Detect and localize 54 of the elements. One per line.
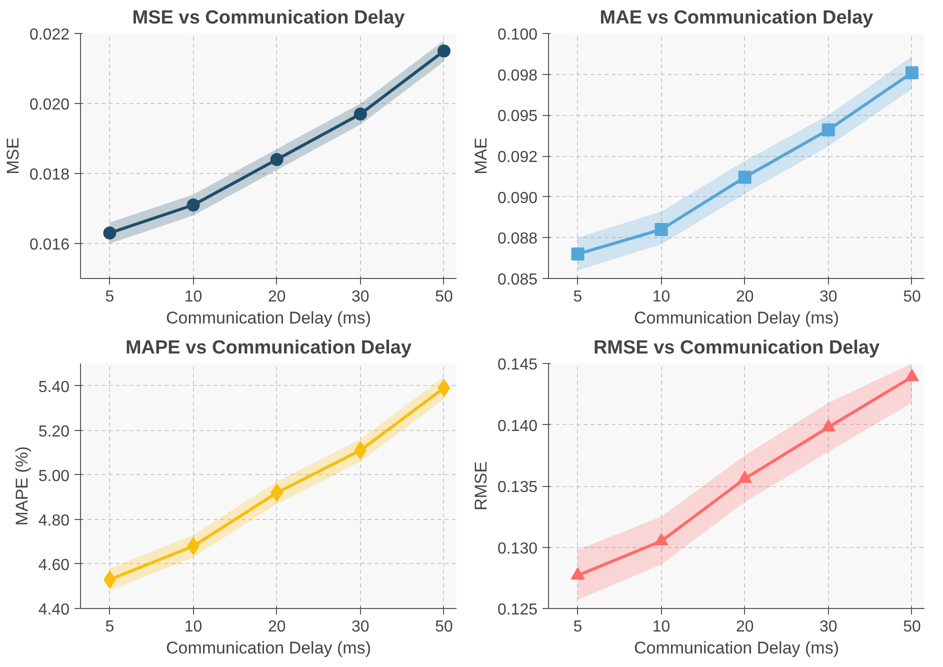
x-tick-label: 5 — [105, 618, 114, 636]
x-tick-label: 5 — [105, 288, 114, 306]
x-tick-label: 10 — [652, 288, 670, 306]
y-tick-label: 0.098 — [497, 67, 538, 84]
y-tick-label: 0.140 — [497, 418, 538, 435]
x-tick-label: 5 — [573, 288, 582, 306]
chart-title: RMSE vs Communication Delay — [593, 338, 880, 358]
x-tick-label: 30 — [352, 288, 370, 306]
x-tick-label: 10 — [652, 618, 670, 636]
x-tick-label: 30 — [820, 618, 838, 636]
y-tick-label: 0.100 — [497, 26, 538, 44]
y-tick-label: 0.016 — [29, 236, 70, 254]
x-tick-label: 30 — [352, 618, 370, 636]
x-tick-label: 30 — [820, 288, 838, 306]
y-tick-label: 0.145 — [497, 356, 538, 374]
x-axis-title: Communication Delay (ms) — [634, 308, 839, 328]
y-tick-label: 0.090 — [497, 190, 538, 207]
y-tick-label: 5.20 — [38, 423, 70, 440]
x-tick-label: 50 — [903, 288, 921, 306]
y-tick-label: 4.40 — [38, 602, 70, 618]
x-axis-title: Communication Delay (ms) — [166, 308, 371, 328]
y-axis-title: MAE — [471, 138, 490, 174]
x-tick-label: 20 — [736, 618, 754, 636]
y-tick-label: 0.022 — [29, 26, 70, 44]
x-tick-label: 5 — [573, 618, 582, 636]
chart-title: MAPE vs Communication Delay — [125, 338, 412, 358]
y-axis-title: MAPE (%) — [12, 446, 32, 526]
y-tick-label: 0.020 — [29, 96, 70, 114]
y-tick-label: 5.00 — [38, 468, 70, 485]
y-tick-label: 0.125 — [497, 602, 538, 618]
y-tick-label: 0.092 — [497, 149, 538, 166]
x-tick-label: 20 — [268, 288, 286, 306]
y-axis-title: RMSE — [471, 461, 490, 511]
x-tick-label: 20 — [268, 618, 286, 636]
y-tick-label: 4.80 — [38, 512, 70, 530]
x-tick-label: 10 — [184, 618, 202, 636]
y-tick-label: 0.018 — [29, 166, 70, 184]
y-tick-label: 0.085 — [497, 272, 538, 288]
chart-title: MSE vs Communication Delay — [132, 8, 406, 28]
x-tick-label: 20 — [736, 288, 754, 306]
y-tick-label: 0.130 — [497, 540, 538, 558]
x-tick-label: 50 — [435, 618, 453, 636]
chart-title: MAE vs Communication Delay — [600, 8, 874, 28]
y-tick-label: 4.60 — [38, 556, 70, 574]
x-tick-label: 10 — [184, 288, 202, 306]
x-axis-title: Communication Delay (ms) — [634, 638, 839, 658]
y-tick-label: 0.135 — [497, 479, 538, 496]
y-tick-label: 0.088 — [497, 230, 538, 248]
y-tick-label: 0.095 — [497, 108, 538, 126]
x-axis-title: Communication Delay (ms) — [166, 638, 371, 658]
y-axis-title: MSE — [3, 138, 22, 174]
x-tick-label: 50 — [435, 288, 453, 306]
x-tick-label: 50 — [903, 618, 921, 636]
y-tick-label: 5.40 — [38, 378, 70, 396]
